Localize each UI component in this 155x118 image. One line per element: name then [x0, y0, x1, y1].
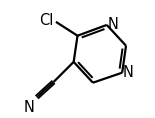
Text: N: N — [108, 17, 118, 32]
Text: N: N — [123, 65, 134, 80]
Text: Cl: Cl — [39, 13, 54, 28]
Text: N: N — [24, 100, 34, 115]
